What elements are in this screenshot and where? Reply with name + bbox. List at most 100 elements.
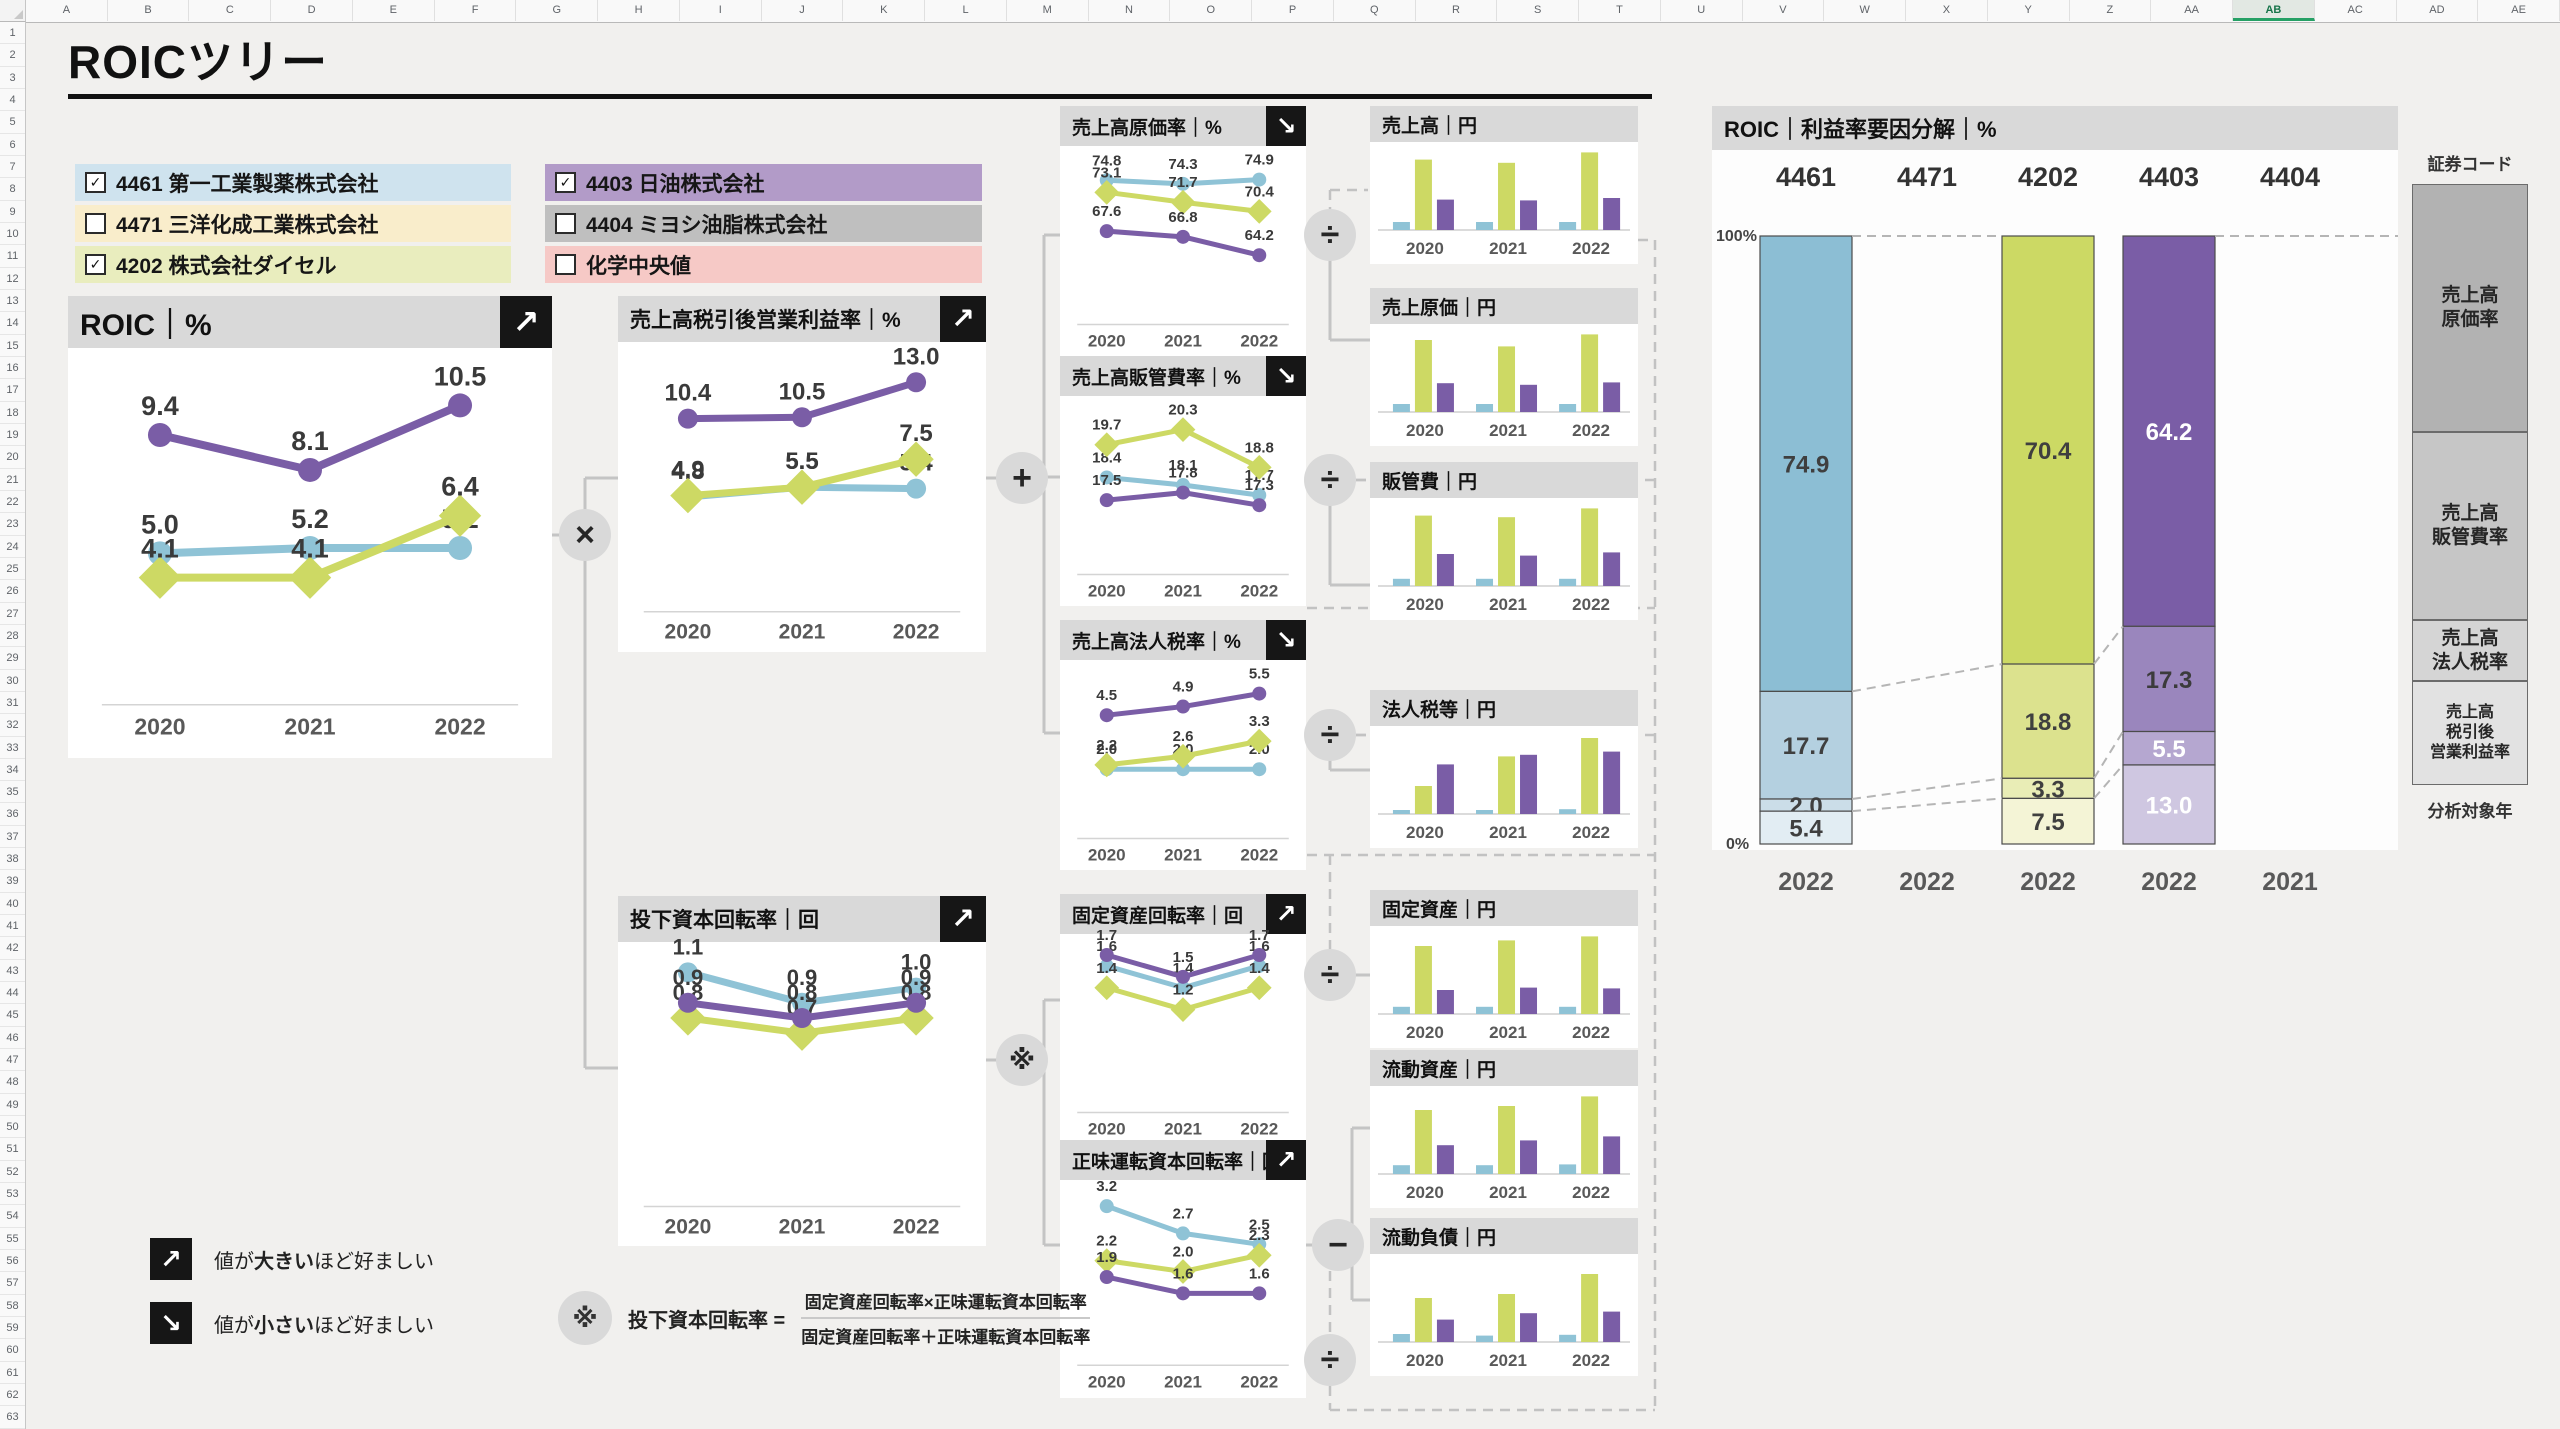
row-header-57[interactable]: 57 bbox=[0, 1272, 25, 1295]
row-header-50[interactable]: 50 bbox=[0, 1116, 25, 1139]
row-header-58[interactable]: 58 bbox=[0, 1295, 25, 1318]
row-header-9[interactable]: 9 bbox=[0, 201, 25, 223]
column-header-X[interactable]: X bbox=[1906, 0, 1988, 21]
column-header-AD[interactable]: AD bbox=[2397, 0, 2479, 21]
row-header-47[interactable]: 47 bbox=[0, 1049, 25, 1072]
row-header-14[interactable]: 14 bbox=[0, 312, 25, 335]
row-header-8[interactable]: 8 bbox=[0, 178, 25, 201]
row-header-43[interactable]: 43 bbox=[0, 960, 25, 983]
column-header-K[interactable]: K bbox=[843, 0, 926, 21]
column-header-T[interactable]: T bbox=[1579, 0, 1661, 21]
unchecked-checkbox-icon[interactable] bbox=[555, 213, 576, 234]
row-header-11[interactable]: 11 bbox=[0, 245, 25, 268]
column-header-B[interactable]: B bbox=[108, 0, 190, 21]
row-header-42[interactable]: 42 bbox=[0, 937, 25, 960]
row-header-21[interactable]: 21 bbox=[0, 469, 25, 491]
unchecked-checkbox-icon[interactable] bbox=[555, 254, 576, 275]
row-header-41[interactable]: 41 bbox=[0, 915, 25, 938]
row-header-23[interactable]: 23 bbox=[0, 513, 25, 536]
row-header-24[interactable]: 24 bbox=[0, 536, 25, 558]
row-header-61[interactable]: 61 bbox=[0, 1362, 25, 1385]
column-header-E[interactable]: E bbox=[353, 0, 435, 21]
row-header-44[interactable]: 44 bbox=[0, 982, 25, 1005]
row-header-34[interactable]: 34 bbox=[0, 759, 25, 782]
select-all-corner[interactable] bbox=[0, 0, 26, 22]
row-header-32[interactable]: 32 bbox=[0, 714, 25, 737]
column-header-Z[interactable]: Z bbox=[2070, 0, 2152, 21]
column-header-N[interactable]: N bbox=[1089, 0, 1171, 21]
checked-checkbox-icon[interactable]: ✓ bbox=[555, 172, 576, 193]
column-header-R[interactable]: R bbox=[1416, 0, 1498, 21]
row-header-3[interactable]: 3 bbox=[0, 67, 25, 89]
legend-item-4461[interactable]: ✓ 4461 第一工業製薬株式会社 bbox=[75, 164, 511, 201]
row-header-48[interactable]: 48 bbox=[0, 1071, 25, 1094]
column-header-AB[interactable]: AB bbox=[2233, 0, 2315, 21]
row-header-53[interactable]: 53 bbox=[0, 1183, 25, 1206]
row-header-40[interactable]: 40 bbox=[0, 893, 25, 916]
row-header-55[interactable]: 55 bbox=[0, 1228, 25, 1251]
column-header-Y[interactable]: Y bbox=[1988, 0, 2070, 21]
column-header-M[interactable]: M bbox=[1007, 0, 1089, 21]
row-header-13[interactable]: 13 bbox=[0, 290, 25, 313]
row-header-26[interactable]: 26 bbox=[0, 580, 25, 603]
row-header-22[interactable]: 22 bbox=[0, 491, 25, 514]
row-header-10[interactable]: 10 bbox=[0, 223, 25, 246]
checked-checkbox-icon[interactable]: ✓ bbox=[85, 254, 106, 275]
row-header-12[interactable]: 12 bbox=[0, 268, 25, 290]
legend-item-4403[interactable]: ✓ 4403 日油株式会社 bbox=[545, 164, 982, 201]
row-header-37[interactable]: 37 bbox=[0, 826, 25, 849]
column-header-L[interactable]: L bbox=[925, 0, 1007, 21]
column-header-V[interactable]: V bbox=[1743, 0, 1825, 21]
row-header-49[interactable]: 49 bbox=[0, 1094, 25, 1117]
unchecked-checkbox-icon[interactable] bbox=[85, 213, 106, 234]
column-header-I[interactable]: I bbox=[680, 0, 762, 21]
row-header-27[interactable]: 27 bbox=[0, 603, 25, 625]
column-header-G[interactable]: G bbox=[516, 0, 599, 21]
column-header-W[interactable]: W bbox=[1824, 0, 1907, 21]
column-header-S[interactable]: S bbox=[1497, 0, 1580, 21]
legend-item-4471[interactable]: 4471 三洋化成工業株式会社 bbox=[75, 205, 511, 242]
row-header-35[interactable]: 35 bbox=[0, 781, 25, 804]
legend-item-4202[interactable]: ✓ 4202 株式会社ダイセル bbox=[75, 246, 511, 283]
column-header-J[interactable]: J bbox=[762, 0, 844, 21]
row-header-6[interactable]: 6 bbox=[0, 134, 25, 156]
row-header-46[interactable]: 46 bbox=[0, 1027, 25, 1050]
row-header-17[interactable]: 17 bbox=[0, 379, 25, 402]
row-header-31[interactable]: 31 bbox=[0, 692, 25, 715]
column-header-P[interactable]: P bbox=[1252, 0, 1334, 21]
row-header-36[interactable]: 36 bbox=[0, 803, 25, 826]
row-header-45[interactable]: 45 bbox=[0, 1004, 25, 1027]
row-header-2[interactable]: 2 bbox=[0, 44, 25, 67]
row-header-56[interactable]: 56 bbox=[0, 1250, 25, 1273]
legend-item-化学中央値[interactable]: 化学中央値 bbox=[545, 246, 982, 283]
column-header-O[interactable]: O bbox=[1170, 0, 1253, 21]
row-header-20[interactable]: 20 bbox=[0, 446, 25, 469]
row-header-63[interactable]: 63 bbox=[0, 1406, 25, 1429]
row-header-62[interactable]: 62 bbox=[0, 1384, 25, 1407]
column-header-U[interactable]: U bbox=[1661, 0, 1743, 21]
column-header-H[interactable]: H bbox=[598, 0, 680, 21]
column-header-Q[interactable]: Q bbox=[1334, 0, 1416, 21]
legend-item-4404[interactable]: 4404 ミヨシ油脂株式会社 bbox=[545, 205, 982, 242]
row-header-18[interactable]: 18 bbox=[0, 402, 25, 424]
row-header-54[interactable]: 54 bbox=[0, 1205, 25, 1228]
row-header-19[interactable]: 19 bbox=[0, 424, 25, 447]
column-header-F[interactable]: F bbox=[435, 0, 517, 21]
row-header-7[interactable]: 7 bbox=[0, 156, 25, 179]
row-header-28[interactable]: 28 bbox=[0, 625, 25, 648]
column-header-AA[interactable]: AA bbox=[2151, 0, 2234, 21]
row-header-39[interactable]: 39 bbox=[0, 870, 25, 893]
row-header-5[interactable]: 5 bbox=[0, 111, 25, 134]
column-header-AE[interactable]: AE bbox=[2478, 0, 2560, 21]
column-header-D[interactable]: D bbox=[271, 0, 353, 21]
row-header-4[interactable]: 4 bbox=[0, 89, 25, 112]
row-header-29[interactable]: 29 bbox=[0, 647, 25, 670]
row-header-60[interactable]: 60 bbox=[0, 1339, 25, 1362]
column-header-AC[interactable]: AC bbox=[2315, 0, 2397, 21]
row-header-38[interactable]: 38 bbox=[0, 848, 25, 871]
row-header-59[interactable]: 59 bbox=[0, 1317, 25, 1340]
row-header-15[interactable]: 15 bbox=[0, 335, 25, 357]
column-header-C[interactable]: C bbox=[189, 0, 272, 21]
row-header-51[interactable]: 51 bbox=[0, 1138, 25, 1161]
row-header-16[interactable]: 16 bbox=[0, 357, 25, 380]
